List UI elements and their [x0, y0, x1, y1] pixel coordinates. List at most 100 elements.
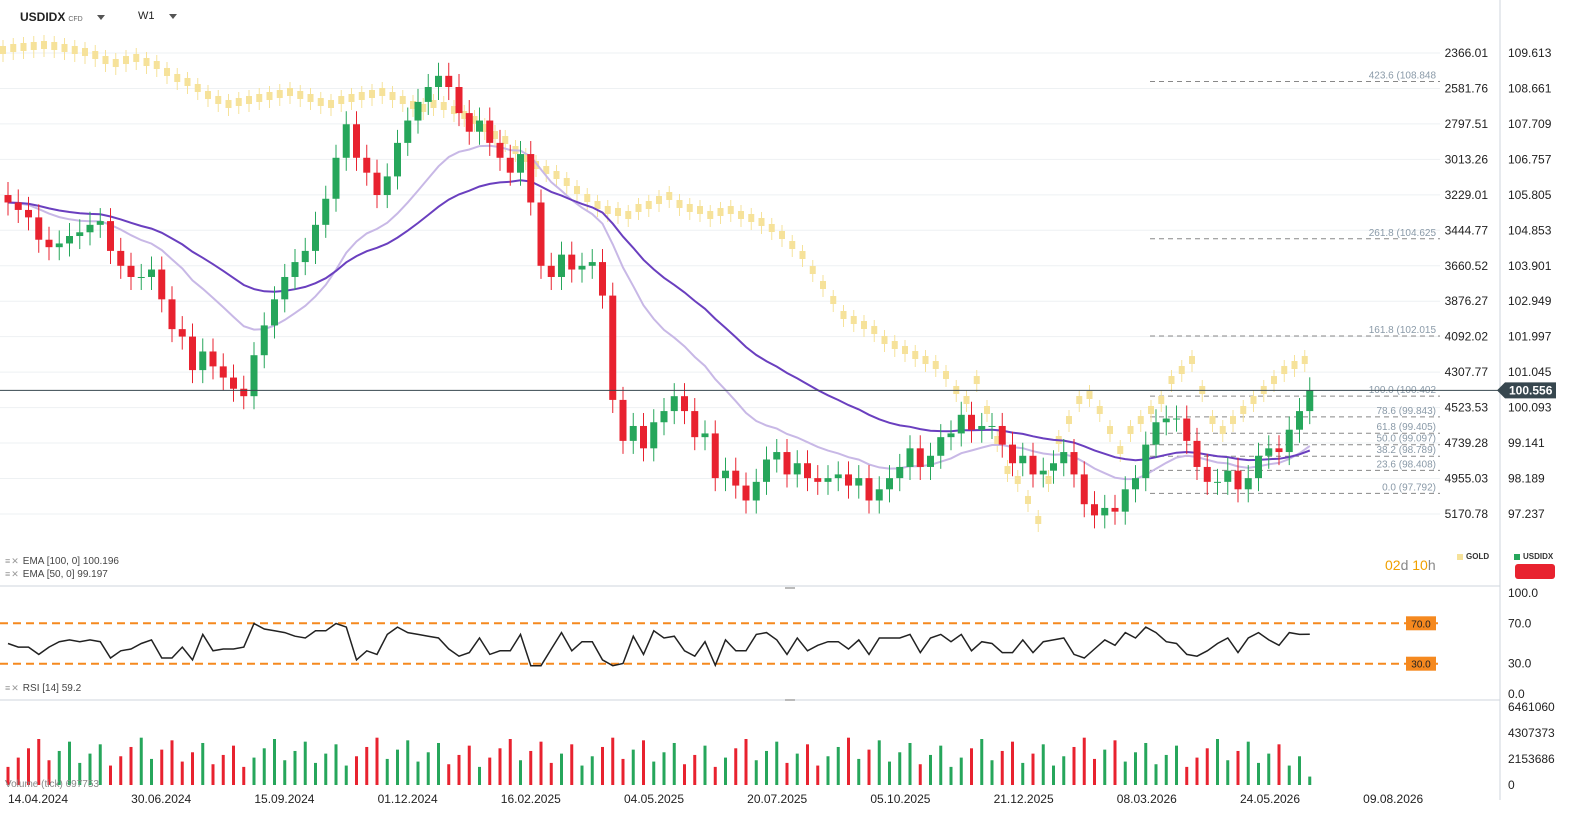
interval-selector[interactable]: W1	[138, 10, 177, 22]
volume-bar	[211, 764, 215, 785]
candle-bull	[1121, 489, 1129, 512]
time-tick-label: 16.02.2025	[501, 792, 561, 806]
legend-gold[interactable]: GOLD	[1457, 552, 1489, 561]
volume-bar	[406, 740, 410, 785]
candle-bull	[199, 351, 207, 371]
gold-candle	[164, 68, 170, 76]
gold-candle	[1117, 446, 1124, 454]
candle-bear	[1029, 455, 1037, 475]
usdidx-swatch	[1514, 553, 1520, 560]
volume-bar	[590, 756, 594, 785]
gold-candle	[440, 102, 447, 110]
gold-candle	[297, 91, 304, 99]
candle-bull	[1296, 411, 1303, 430]
gold-candle	[1137, 416, 1144, 424]
usdidx-tick-label: 99.141	[1508, 436, 1545, 450]
volume-bar	[1267, 753, 1271, 785]
volume-bar	[6, 766, 10, 785]
gold-candle	[369, 90, 375, 98]
gold-candle	[984, 406, 990, 414]
usdidx-tick-label: 105.805	[1508, 188, 1552, 202]
gold-candle	[697, 206, 703, 214]
candle-bull	[722, 470, 729, 479]
volume-bar	[27, 748, 30, 785]
time-tick-label: 21.12.2025	[994, 792, 1054, 806]
time-tick-label: 05.10.2025	[870, 792, 930, 806]
legend-usdidx[interactable]: USDIDX	[1514, 552, 1553, 561]
gold-candle	[1209, 416, 1216, 424]
fib-label: 50.0 (99.097)	[1377, 434, 1437, 445]
candle-timer: 02d 10h	[1385, 557, 1436, 573]
volume-bar	[826, 756, 830, 785]
ema100-legend[interactable]: ≡✕ EMA [100, 0] 100.196	[5, 556, 119, 567]
gold-candle	[1004, 466, 1011, 474]
rsi-legend[interactable]: ≡✕ RSI [14] 59.2	[5, 683, 81, 694]
volume-bar	[16, 757, 20, 785]
volume-panel: 6461060 4307373 2153686 0	[6, 700, 1555, 792]
gold-candle	[430, 100, 437, 108]
gold-candle	[840, 311, 847, 319]
volume-bar	[754, 760, 758, 785]
candle-bear	[527, 154, 535, 203]
symbol-selector[interactable]: USDIDX CFD	[20, 10, 105, 24]
volume-legend[interactable]: Volume (tick) 697753	[5, 779, 99, 790]
gold-candle	[1178, 366, 1185, 374]
gold-candle	[1035, 516, 1042, 524]
rsi-label: RSI [14] 59.2	[22, 683, 82, 694]
volume-bar	[1216, 739, 1219, 785]
ema50-legend[interactable]: ≡✕ EMA [50, 0] 99.197	[5, 569, 108, 580]
volume-bar	[693, 754, 697, 785]
candle-bear	[568, 254, 576, 270]
time-tick-label: 30.06.2024	[131, 792, 191, 806]
gold-candle	[20, 43, 27, 51]
volume-bar	[416, 761, 420, 785]
gold-candle	[153, 61, 160, 69]
volume-bar	[1082, 737, 1086, 785]
sell-badge[interactable]	[1515, 564, 1555, 579]
gold-candle	[830, 296, 837, 304]
gold-candle	[410, 101, 416, 109]
candle-bear	[742, 485, 750, 501]
candle-bear	[363, 157, 371, 173]
candle-bull	[312, 224, 319, 251]
volume-bar	[519, 760, 522, 785]
fib-label: 23.6 (98.408)	[1377, 459, 1437, 470]
gold-candle	[420, 104, 427, 112]
candle-bull	[55, 243, 63, 248]
gold-candle	[0, 46, 6, 54]
volume-bar	[78, 762, 82, 785]
gold-tick-label: 3229.01	[1445, 188, 1489, 202]
gold-candle	[738, 211, 744, 219]
gold-candle	[615, 208, 621, 216]
settings-icon[interactable]: ≡✕	[5, 569, 20, 579]
volume-bar	[447, 764, 451, 785]
gold-candle	[1045, 476, 1052, 484]
settings-icon[interactable]: ≡✕	[5, 683, 20, 693]
gold-candle	[891, 341, 898, 349]
candle-bear	[998, 425, 1006, 445]
volume-bar	[119, 756, 123, 785]
volume-bar	[1123, 761, 1127, 785]
volume-bar	[918, 764, 922, 785]
time-axis: 14.04.2024 30.06.2024 15.09.2024 01.12.2024…	[8, 792, 1424, 806]
usdidx-tick-label: 108.661	[1508, 81, 1552, 95]
gold-candle	[256, 94, 263, 102]
candle-bear	[189, 336, 196, 371]
usdidx-tick-label: 106.757	[1508, 152, 1552, 166]
gold-candle	[1301, 356, 1308, 364]
usdidx-tick-label: 102.949	[1508, 294, 1552, 308]
gold-tick-label: 5170.78	[1445, 507, 1489, 521]
candle-bull	[332, 157, 340, 199]
gold-candle	[676, 200, 683, 208]
gold-candle	[1281, 366, 1288, 374]
gold-candle	[861, 321, 867, 329]
ema50-label: EMA [50, 0] 99.197	[22, 569, 108, 580]
volume-bar	[795, 753, 799, 785]
fib-label: 161.8 (102.015	[1369, 325, 1437, 336]
volume-bar	[57, 750, 61, 785]
candle-bull	[301, 250, 309, 263]
candle-bear	[691, 411, 699, 438]
time-tick-label: 24.05.2026	[1240, 792, 1300, 806]
settings-icon[interactable]: ≡✕	[5, 556, 20, 566]
